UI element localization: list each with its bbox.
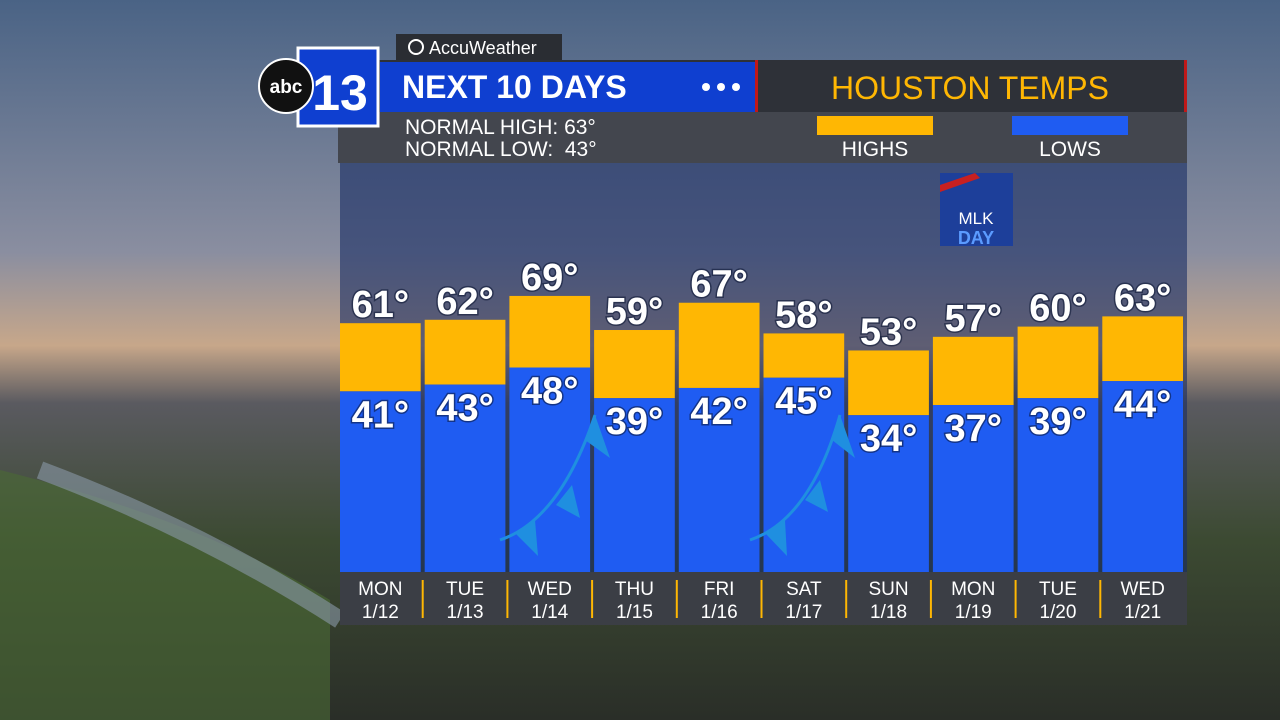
date-label: 1/19 [955, 602, 992, 623]
high-label: 62° [436, 281, 493, 323]
subtitle: HOUSTON TEMPS [831, 70, 1109, 106]
high-label: 57° [945, 298, 1002, 340]
low-label: 41° [352, 394, 409, 436]
dots [702, 83, 740, 91]
low-bar [424, 384, 506, 572]
low-label: 43° [436, 388, 493, 430]
day-label: SAT [786, 579, 822, 600]
low-label: 42° [690, 391, 747, 433]
high-label: 69° [521, 257, 578, 299]
low-label: 48° [521, 371, 578, 413]
date-strip [340, 572, 1187, 625]
network: abc [270, 77, 303, 98]
labels: HIGHS LOWS61°41°MON1/1262°43°TUE1/1369°48… [350, 116, 1173, 623]
channel: 13 [312, 65, 368, 121]
low-label: 39° [1029, 401, 1086, 443]
ground [0, 470, 330, 720]
date-label: 1/18 [870, 602, 907, 623]
low-bar [848, 415, 929, 572]
high-label: 58° [775, 294, 832, 336]
low-bar [1102, 381, 1183, 572]
day-label: TUE [1039, 579, 1077, 600]
high-bar [678, 302, 760, 388]
date-label: 1/17 [785, 602, 822, 623]
date-label: 1/21 [1124, 602, 1161, 623]
river [36, 461, 345, 628]
high-label: 59° [606, 291, 663, 333]
date-label: 1/16 [701, 602, 738, 623]
low-label: 37° [945, 408, 1002, 450]
low-bar [932, 404, 1014, 572]
date-label: 1/15 [616, 602, 653, 623]
high-label: 63° [1114, 277, 1171, 319]
date-label: 1/20 [1039, 602, 1076, 623]
low-bar [1017, 398, 1099, 572]
high-bar [848, 350, 929, 416]
badge-line1: MLK [959, 209, 995, 228]
high-label: 53° [860, 311, 917, 353]
normal-low: NORMAL LOW: 43° [405, 138, 597, 161]
day-label: WED [1120, 579, 1164, 600]
badge-stripe [940, 173, 980, 192]
title-box [380, 62, 755, 112]
legend-label: LOWS [1039, 138, 1101, 161]
high-bar [932, 336, 1014, 405]
high-label: 61° [352, 284, 409, 326]
low-label: 39° [606, 401, 663, 443]
sun-icon [408, 39, 424, 55]
high-bar [340, 323, 421, 392]
front-triangles [515, 415, 855, 556]
normal-high: NORMAL HIGH: 63° [405, 116, 596, 139]
high-bar [594, 330, 675, 399]
edge [1184, 60, 1187, 163]
day-label: MON [358, 579, 402, 600]
legend-label: HIGHS [842, 138, 909, 161]
day-label: TUE [446, 579, 484, 600]
date-label: 1/12 [362, 602, 399, 623]
legend-swatch [1012, 116, 1128, 135]
date-label: 1/14 [531, 602, 568, 623]
day-label: MON [951, 579, 995, 600]
low-bar [340, 391, 421, 572]
day-label: FRI [704, 579, 735, 600]
network-circle [258, 58, 314, 114]
day-label: WED [528, 579, 572, 600]
high-bar [1017, 326, 1099, 399]
high-bar [1102, 316, 1183, 382]
provider: AccuWeather [429, 38, 537, 58]
badge-line2: DAY [958, 228, 994, 248]
day-label: THU [615, 579, 654, 600]
title: NEXT 10 DAYS [402, 69, 627, 105]
high-label: 67° [690, 264, 747, 306]
low-label: 34° [860, 418, 917, 460]
date-label: 1/13 [447, 602, 484, 623]
high-bar [509, 295, 591, 368]
high-label: 60° [1029, 288, 1086, 330]
low-bar [594, 398, 675, 572]
high-bar [424, 319, 506, 385]
low-label: 44° [1114, 384, 1171, 426]
high-bar [763, 333, 845, 378]
low-label: 45° [775, 381, 832, 423]
low-bar [678, 387, 760, 572]
day-label: SUN [868, 579, 908, 600]
divider [755, 60, 758, 112]
legend-swatch [817, 116, 933, 135]
